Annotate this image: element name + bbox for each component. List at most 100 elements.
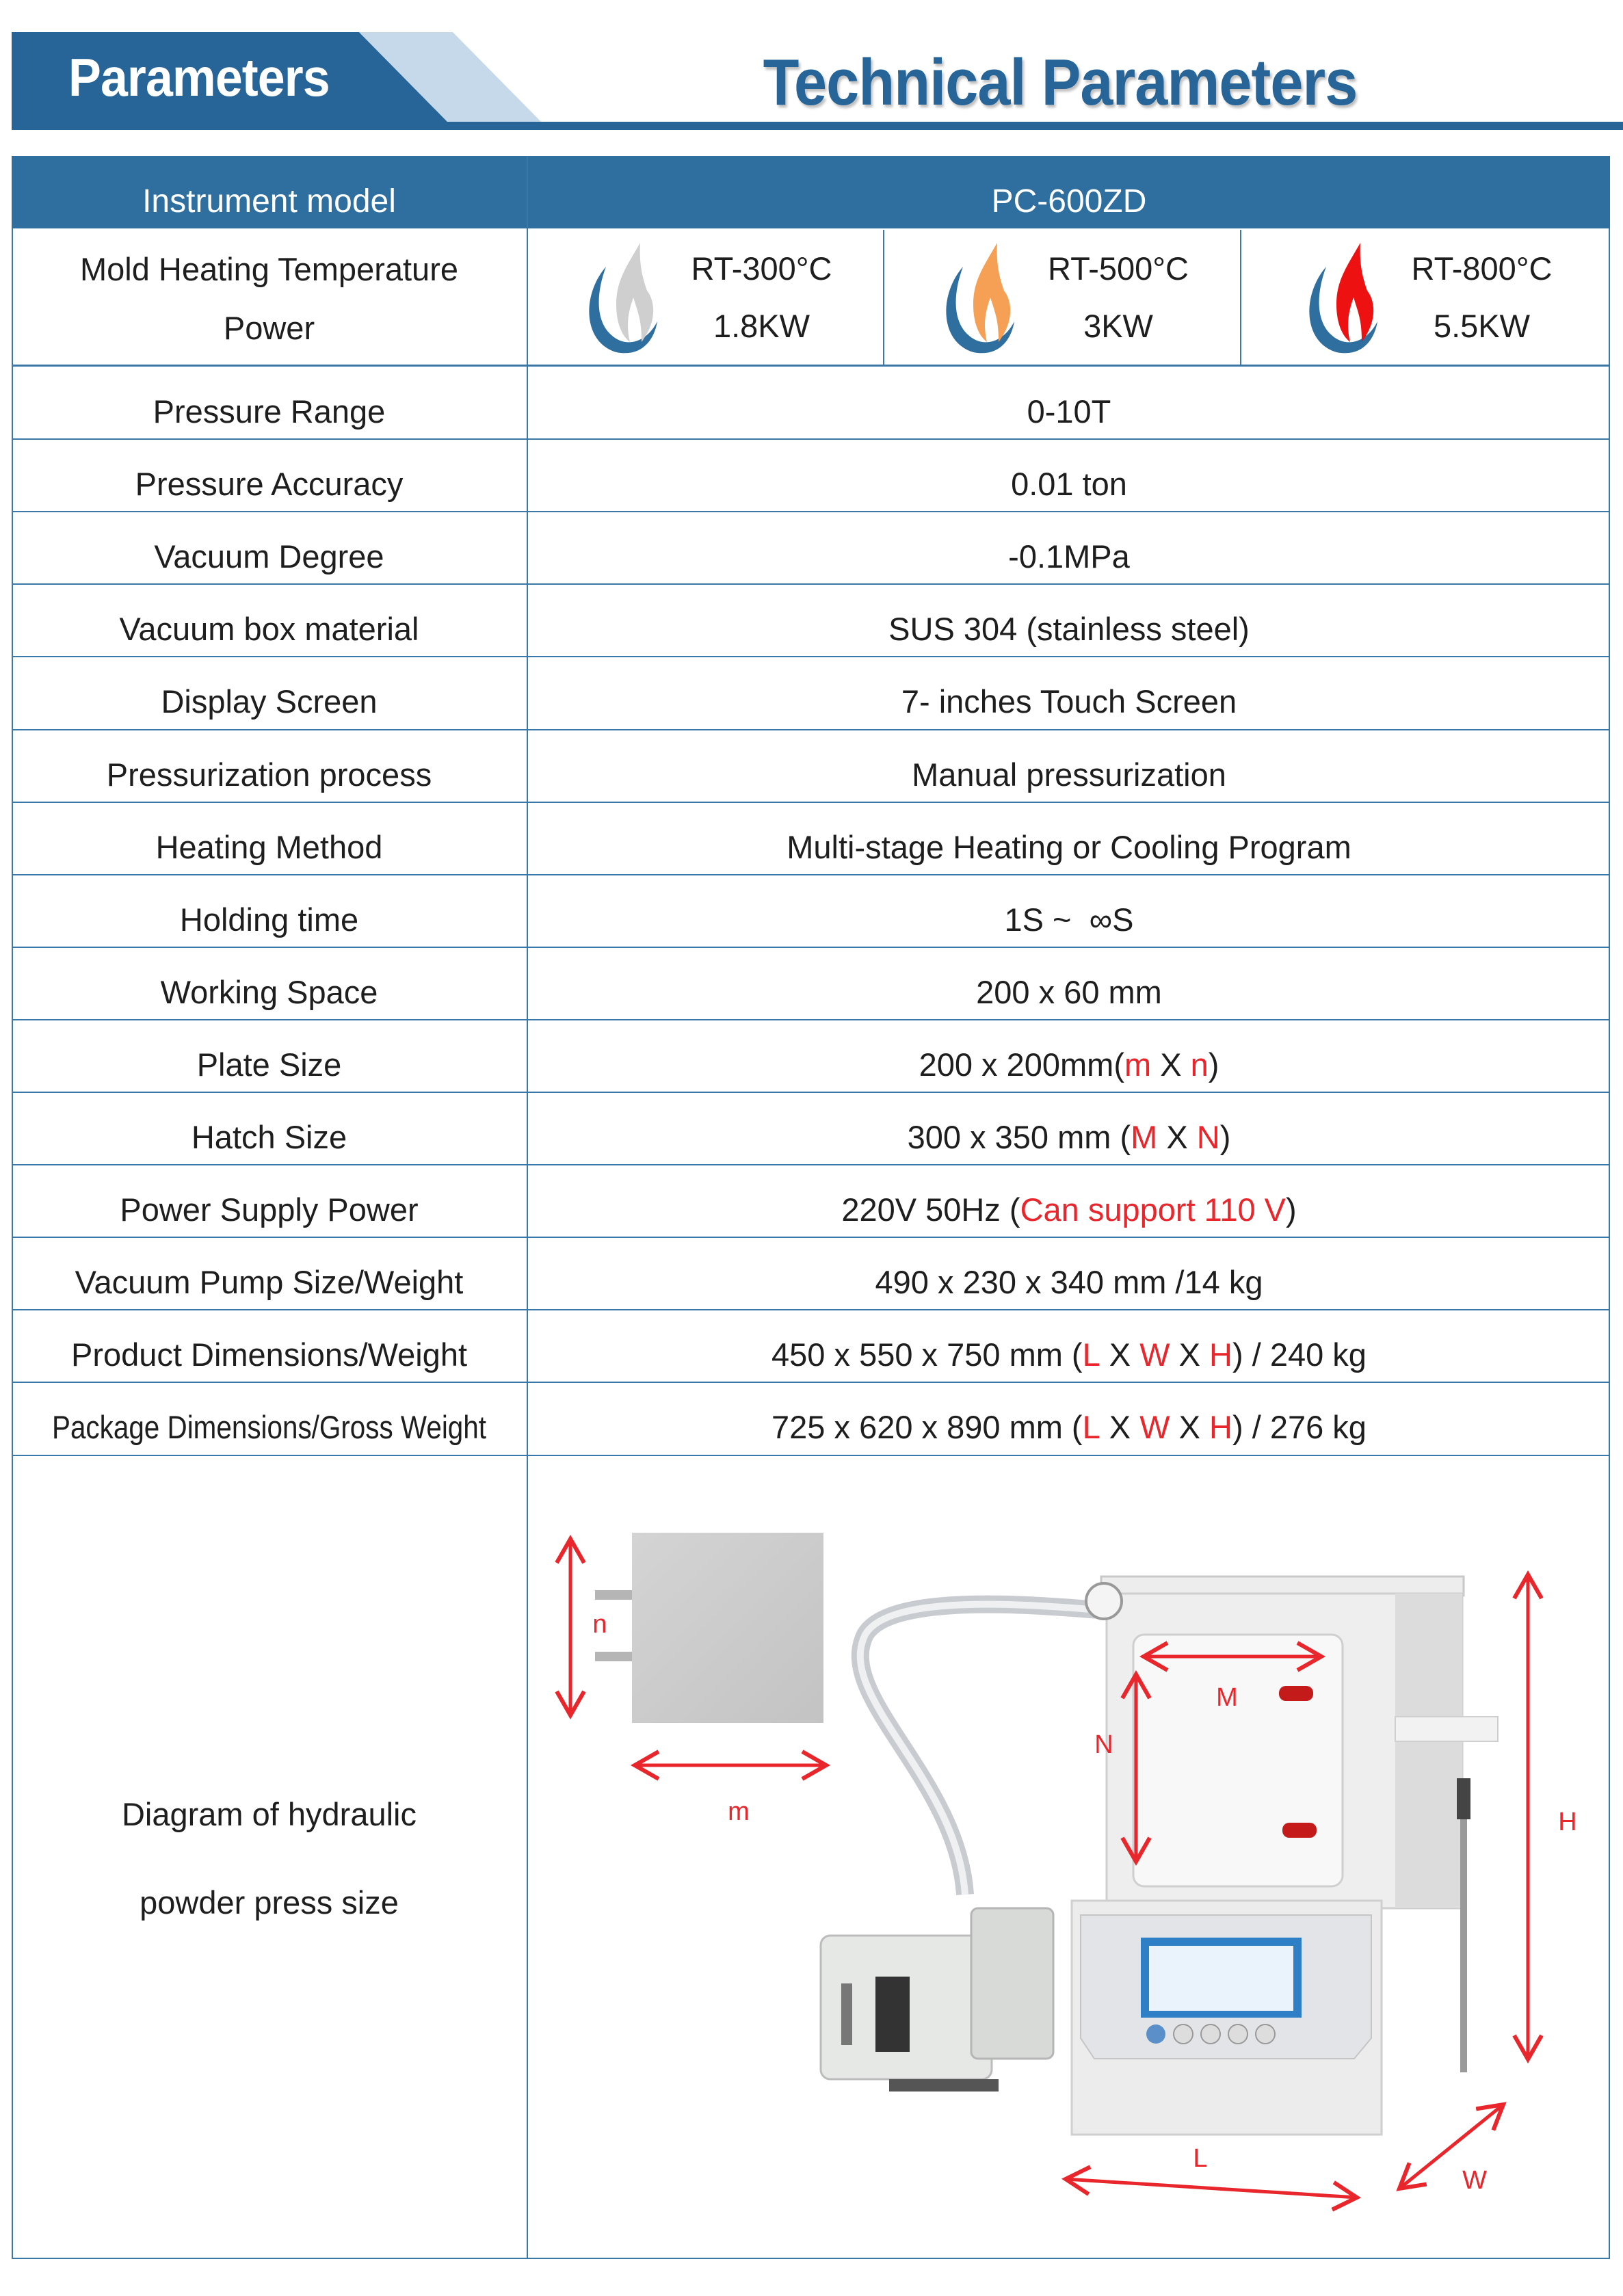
header-banner xyxy=(12,32,1623,130)
highlight-text: H xyxy=(1209,1409,1232,1445)
param-value: 0-10T xyxy=(528,366,1610,438)
highlight-text: M xyxy=(1131,1119,1158,1155)
value-text: X xyxy=(1170,1409,1210,1445)
header-label: Instrument model xyxy=(12,156,527,228)
furnace-image xyxy=(1070,1575,1499,2136)
heating-label-line1: Mold Heating Temperature xyxy=(80,251,458,287)
flame-icon-red xyxy=(1309,243,1378,354)
heating-temperature: RT-500°C xyxy=(1047,250,1189,287)
value-text: SUS 304 (stainless steel) xyxy=(888,611,1250,647)
param-label: Holding time xyxy=(179,901,359,938)
value-text: X xyxy=(1157,1119,1197,1155)
highlight-text: H xyxy=(1209,1336,1232,1373)
param-value: Multi-stage Heating or Cooling Program xyxy=(528,802,1610,874)
value-text: 200 x 200mm( xyxy=(919,1046,1124,1083)
row-divider xyxy=(12,1382,1610,1383)
value-text: X xyxy=(1151,1046,1191,1083)
param-value: 200 x 200mm(m X n) xyxy=(528,1019,1610,1092)
param-label: Pressurization process xyxy=(106,756,432,793)
row-divider xyxy=(12,802,1610,803)
heating-option: RT-500°C 3KW xyxy=(884,230,1240,365)
heating-option: RT-800°C 5.5KW xyxy=(1241,230,1610,365)
dim-label-H: H xyxy=(1558,1808,1576,1836)
param-label: Display Screen xyxy=(161,683,378,720)
value-text: 490 x 230 x 340 mm /14 kg xyxy=(875,1264,1263,1300)
value-text: ) xyxy=(1219,1119,1231,1155)
highlight-text: n xyxy=(1190,1046,1209,1083)
param-value: 7- inches Touch Screen xyxy=(528,656,1610,728)
parameters-badge: Parameters xyxy=(68,47,330,107)
heating-label-line2: Power xyxy=(223,310,315,346)
row-divider xyxy=(12,583,1610,585)
value-text: 7- inches Touch Screen xyxy=(901,683,1237,720)
heating-power: 1.8KW xyxy=(713,308,810,344)
highlight-text: N xyxy=(1196,1119,1220,1155)
dim-label-n: n xyxy=(592,1610,607,1639)
heating-option-text: RT-300°C 1.8KW xyxy=(691,240,832,355)
value-text: 725 x 620 x 890 mm ( xyxy=(771,1409,1083,1445)
param-label: Plate Size xyxy=(196,1046,342,1083)
param-label: Vacuum box material xyxy=(119,611,419,647)
param-label: Package Dimensions/Gross Weight xyxy=(51,1409,487,1445)
vacuum-pump-image xyxy=(819,1907,1055,2092)
param-label: Working Space xyxy=(160,974,378,1010)
param-label: Vacuum Degree xyxy=(154,538,384,575)
param-value: Manual pressurization xyxy=(528,729,1610,802)
value-text: X xyxy=(1170,1336,1210,1373)
value-text: Multi-stage Heating or Cooling Program xyxy=(787,829,1351,865)
param-label: Power Supply Power xyxy=(120,1191,419,1228)
param-value: 0.01 ton xyxy=(528,438,1610,511)
row-divider xyxy=(12,511,1610,512)
dim-label-W: W xyxy=(1462,2166,1487,2195)
param-label: Pressure Accuracy xyxy=(135,466,404,502)
value-text: ) xyxy=(1208,1046,1219,1083)
row-divider xyxy=(12,1237,1610,1238)
heating-option-text: RT-800°C 5.5KW xyxy=(1411,240,1552,355)
value-text: ) / 240 kg xyxy=(1232,1336,1367,1373)
param-value: 1S ~ ∞S xyxy=(528,874,1610,947)
flame-icon-grey xyxy=(589,243,658,354)
row-divider xyxy=(12,1309,1610,1310)
highlight-text: Can support 110 V xyxy=(1020,1191,1286,1228)
diagram-label-line2: powder press size xyxy=(140,1884,399,1921)
highlight-text: m xyxy=(1124,1046,1152,1083)
heating-temperature: RT-800°C xyxy=(1411,250,1553,287)
highlight-text: L xyxy=(1082,1336,1100,1373)
param-value: 725 x 620 x 890 mm (L X W X H) / 276 kg xyxy=(528,1382,1610,1454)
value-text: ) xyxy=(1286,1191,1297,1228)
sub-divider xyxy=(883,230,884,365)
param-value: 450 x 550 x 750 mm (L X W X H) / 240 kg xyxy=(528,1309,1610,1382)
highlight-text: W xyxy=(1139,1409,1170,1445)
param-value: -0.1MPa xyxy=(528,511,1610,583)
param-label: Product Dimensions/Weight xyxy=(70,1336,468,1373)
heating-power: 3KW xyxy=(1083,308,1153,344)
value-text: ) / 276 kg xyxy=(1232,1409,1367,1445)
value-text: 300 x 350 mm ( xyxy=(907,1119,1131,1155)
dim-label-m: m xyxy=(728,1797,750,1826)
row-divider xyxy=(12,1164,1610,1165)
arrow-W xyxy=(1396,2102,1507,2191)
value-text: 450 x 550 x 750 mm ( xyxy=(771,1336,1083,1373)
param-value: 490 x 230 x 340 mm /14 kg xyxy=(528,1237,1610,1309)
dim-label-M: M xyxy=(1216,1683,1238,1712)
value-text: X xyxy=(1100,1336,1140,1373)
value-text: 0.01 ton xyxy=(1011,466,1127,502)
row-divider xyxy=(12,1019,1610,1020)
dim-label-N: N xyxy=(1094,1730,1113,1759)
value-text: 0-10T xyxy=(1027,393,1111,430)
param-label: Hatch Size xyxy=(191,1119,347,1155)
page-title: Technical Parameters xyxy=(763,46,1358,119)
heating-option-text: RT-500°C 3KW xyxy=(1048,240,1189,355)
row-divider xyxy=(12,729,1610,730)
heating-power: 5.5KW xyxy=(1433,308,1531,344)
param-label: Vacuum Pump Size/Weight xyxy=(75,1264,464,1300)
value-text: -0.1MPa xyxy=(1008,538,1130,575)
sub-divider xyxy=(1240,230,1241,365)
heating-option: RT-300°C 1.8KW xyxy=(528,230,883,365)
row-divider xyxy=(12,874,1610,875)
value-text: 220V 50Hz ( xyxy=(841,1191,1020,1228)
dim-label-L: L xyxy=(1193,2144,1207,2173)
row-divider xyxy=(12,656,1610,657)
param-value: 300 x 350 mm (M X N) xyxy=(528,1092,1610,1164)
